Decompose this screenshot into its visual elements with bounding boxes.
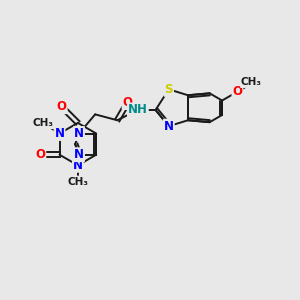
Text: O: O (232, 85, 242, 98)
Text: N: N (74, 148, 84, 161)
Text: O: O (123, 96, 133, 109)
Text: O: O (35, 148, 45, 161)
Text: CH₃: CH₃ (68, 176, 88, 187)
Text: O: O (57, 100, 67, 113)
Text: NH: NH (128, 103, 148, 116)
Text: CH₃: CH₃ (33, 118, 54, 128)
Text: CH₃: CH₃ (241, 77, 262, 87)
Text: N: N (73, 159, 83, 172)
Text: N: N (55, 127, 64, 140)
Text: S: S (165, 83, 173, 96)
Text: N: N (164, 120, 174, 133)
Text: N: N (74, 127, 84, 140)
